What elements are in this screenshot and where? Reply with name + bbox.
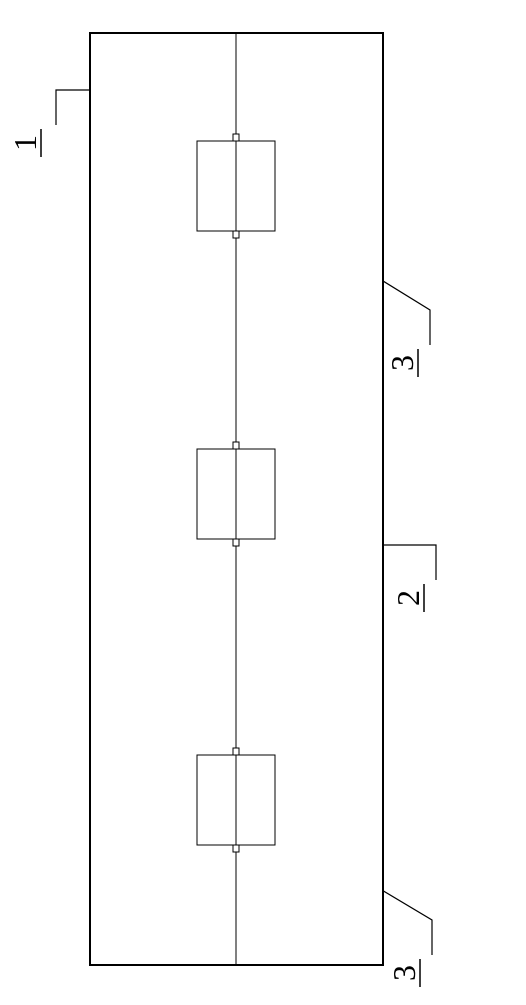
- hinge-pin-top-0: [233, 134, 239, 141]
- technical-drawing-svg: 1 2 3 3: [0, 0, 526, 1000]
- callout-label-label1: 1: [7, 129, 43, 157]
- callout-label-label3a: 3: [384, 349, 420, 377]
- callout-number-label3b: 3: [386, 965, 422, 981]
- hinge-pin-bottom-1: [233, 539, 239, 546]
- callout-number-label2: 2: [390, 590, 426, 606]
- hinge-pin-bottom-0: [233, 231, 239, 238]
- diagram-container: 1 2 3 3: [0, 0, 526, 1000]
- callout-label-label3b: 3: [386, 959, 422, 987]
- callout-number-label1: 1: [7, 135, 43, 151]
- hinge-pin-bottom-2: [233, 845, 239, 852]
- callout-number-label3a: 3: [384, 355, 420, 371]
- hinge-pin-top-1: [233, 442, 239, 449]
- callout-label-label2: 2: [390, 584, 426, 612]
- hinge-pin-top-2: [233, 748, 239, 755]
